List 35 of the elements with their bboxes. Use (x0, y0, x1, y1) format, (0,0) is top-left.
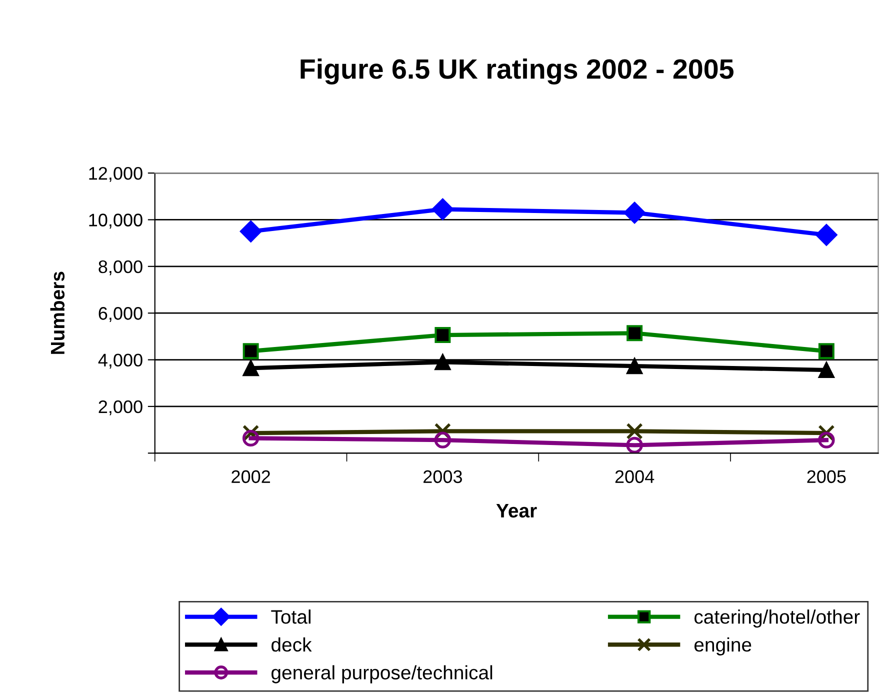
legend-label: Total (271, 610, 310, 624)
point (434, 432, 452, 448)
point (626, 436, 643, 454)
y-tick-label: 12,000 (89, 166, 142, 182)
x-tick-label: 2004 (615, 470, 654, 484)
y-axis-title: Numbers (50, 272, 65, 354)
point (434, 354, 451, 370)
point (626, 358, 643, 374)
point (816, 224, 838, 246)
chart-title: Figure 6.5 UK ratings 2002 - 2005 (300, 58, 734, 84)
point (434, 327, 451, 344)
point (624, 202, 646, 224)
y-tick-label: 2,000 (98, 400, 142, 416)
x-tick-label: 2002 (232, 470, 270, 484)
x-tick-label: 2005 (807, 470, 846, 484)
legend-label: deck (272, 637, 312, 652)
point (242, 430, 260, 447)
legend-label: engine (694, 637, 752, 656)
legend-label: general purpose/technical (272, 665, 492, 684)
point (818, 362, 834, 378)
point (432, 198, 454, 220)
y-tick-label: 8,000 (98, 260, 142, 276)
y-tick-label: 4,000 (98, 354, 142, 369)
point (626, 422, 643, 440)
y-tick-label: 10,000 (89, 214, 142, 229)
x-tick-label: 2003 (424, 470, 462, 484)
legend-label: catering/hotel/other (694, 610, 860, 628)
y-tick-label: 6,000 (98, 307, 142, 322)
point (818, 432, 835, 448)
point (818, 343, 834, 360)
point (626, 325, 643, 342)
point (240, 220, 262, 242)
point (242, 343, 259, 360)
x-axis-title: Year (496, 504, 537, 518)
point (242, 360, 259, 376)
